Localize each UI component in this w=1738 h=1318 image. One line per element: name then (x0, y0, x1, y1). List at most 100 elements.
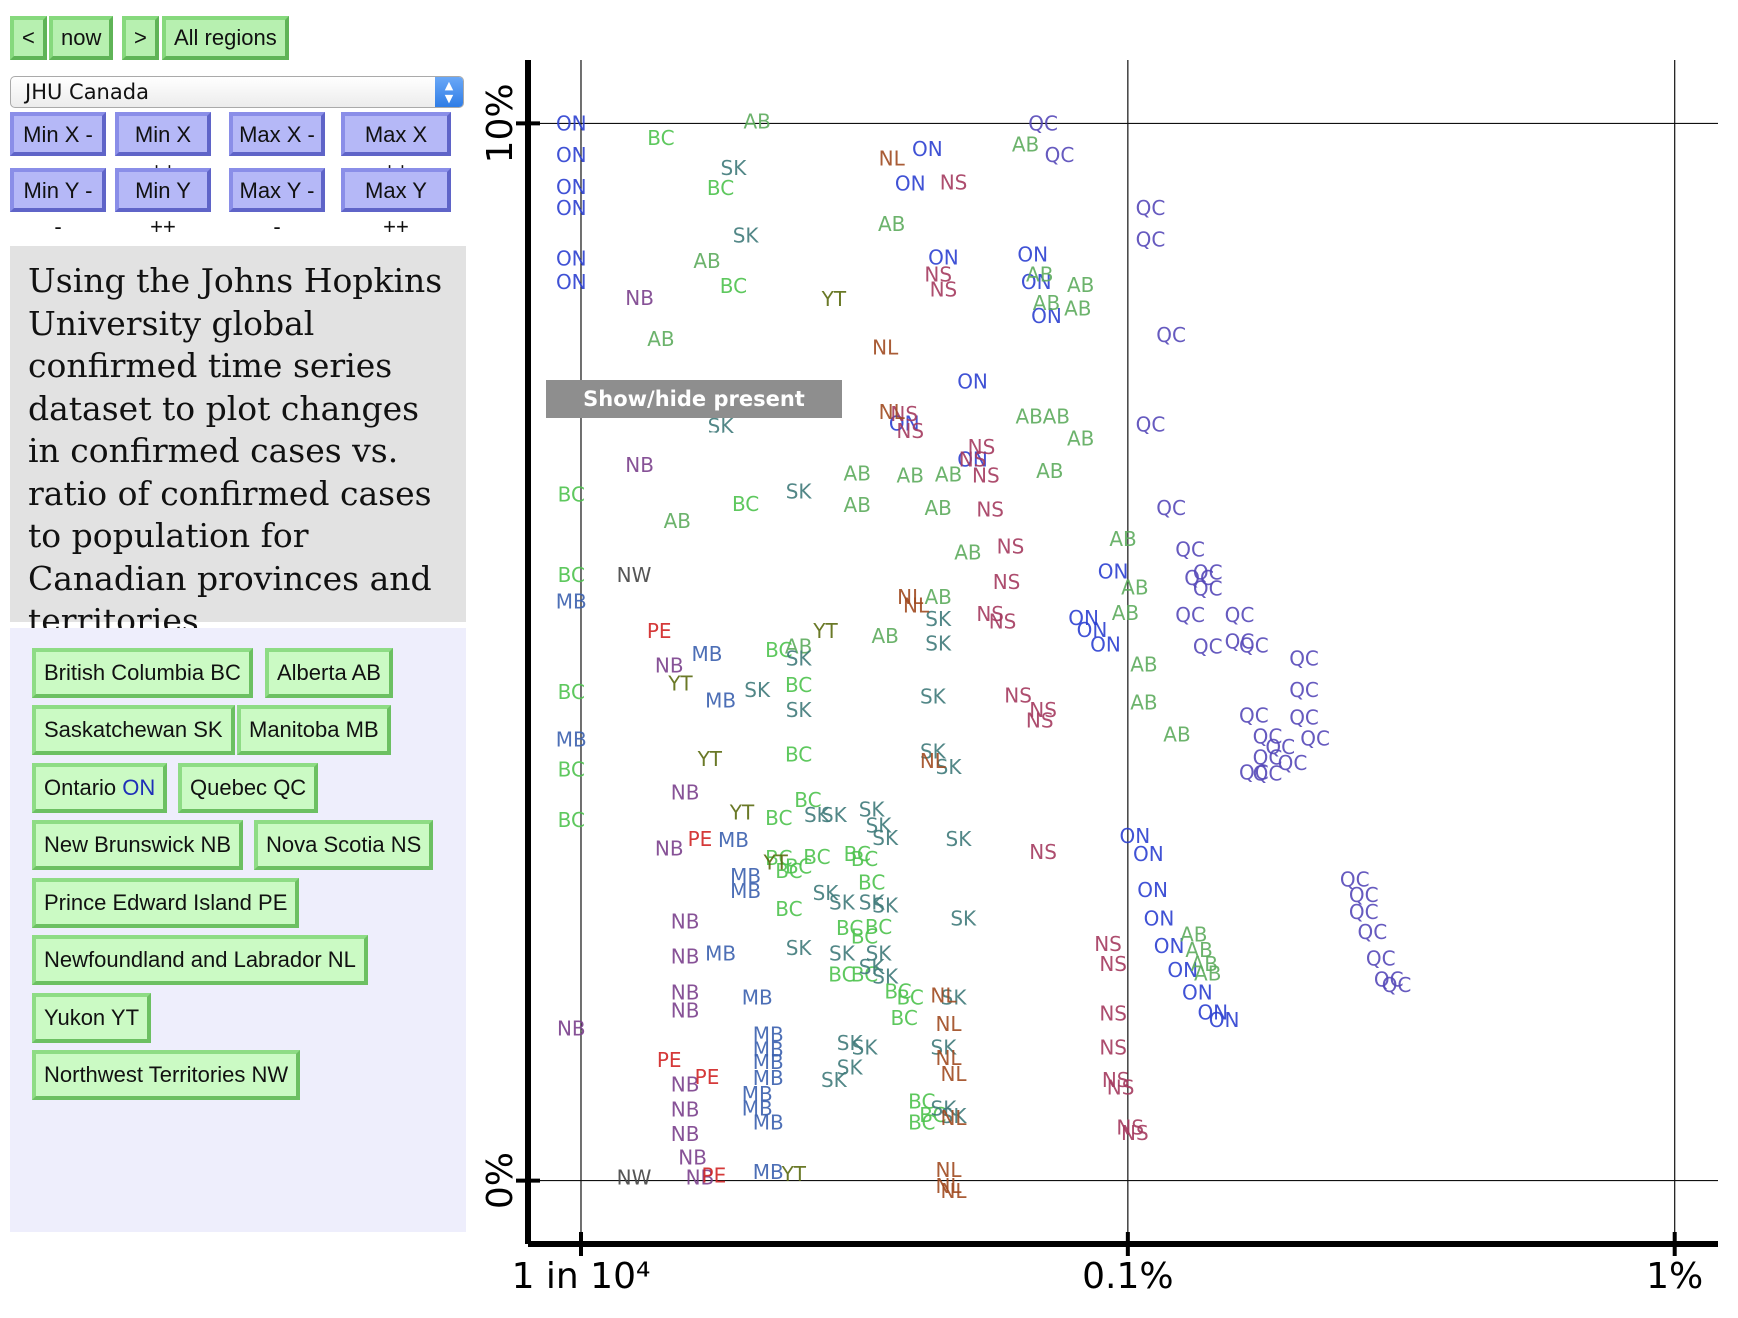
region-button-on[interactable]: Ontario ON (32, 763, 168, 813)
point-label-bc: BC (558, 563, 585, 587)
point-label-bc: BC (794, 788, 821, 812)
point-label-nb: NB (671, 910, 700, 934)
point-label-on: ON (556, 111, 587, 135)
region-button-sk[interactable]: Saskatchewan SK (32, 705, 235, 755)
point-label-nb: NB (686, 1165, 715, 1189)
point-label-ns: NS (993, 570, 1021, 594)
point-label-mb: MB (742, 1082, 773, 1106)
region-button-ab[interactable]: Alberta AB (265, 648, 393, 698)
region-button-nw[interactable]: Northwest Territories NW (32, 1050, 301, 1100)
min-y-decrease-button[interactable]: Min Y -- (10, 168, 106, 239)
region-button-yt[interactable]: Yukon YT (32, 993, 152, 1043)
point-label-yt: YT (762, 850, 788, 874)
point-label-pe: PE (647, 619, 672, 643)
prev-button[interactable]: < (10, 16, 47, 60)
point-label-sk: SK (866, 941, 893, 965)
point-label-mb: MB (705, 941, 736, 965)
point-label-on: ON (1209, 1008, 1240, 1032)
point-label-mb: MB (742, 1097, 773, 1121)
point-label-yt: YT (667, 672, 693, 696)
point-label-nb: NB (671, 980, 700, 1004)
region-button-nl[interactable]: Newfoundland and Labrador NL (32, 935, 368, 985)
point-label-bc: BC (865, 915, 892, 939)
show-hide-present-values-button[interactable]: Show/hide present values (546, 380, 842, 449)
next-button[interactable]: > (122, 16, 159, 60)
point-label-ab: AB (1067, 426, 1094, 450)
point-label-qc: QC (1239, 634, 1269, 658)
region-button-nb[interactable]: New Brunswick NB (32, 820, 244, 870)
point-label-qc: QC (1184, 566, 1214, 590)
point-label-nl: NL (935, 1046, 962, 1070)
point-label-sk: SK (829, 941, 856, 965)
point-label-qc: QC (1265, 735, 1295, 759)
max-y-decrease-button[interactable]: Max Y -- (229, 168, 325, 239)
min-y-increase-button[interactable]: Min Y ++ (115, 168, 211, 239)
point-label-on: ON (1167, 958, 1198, 982)
point-label-ab: AB (1130, 691, 1157, 715)
point-label-mb: MB (753, 1066, 784, 1090)
point-label-nl: NL (940, 1062, 967, 1086)
point-label-nw: NW (617, 563, 652, 587)
point-label-qc: QC (1175, 537, 1205, 561)
point-label-qc: QC (1193, 577, 1223, 601)
min-x-increase-button[interactable]: Min X ++ (115, 112, 211, 183)
point-label-mb: MB (742, 986, 773, 1010)
now-button[interactable]: now (49, 16, 114, 60)
point-label-on: ON (1182, 980, 1213, 1004)
point-label-mb: MB (556, 589, 587, 613)
point-label-qc: QC (1045, 143, 1075, 167)
point-label-qc: QC (1349, 883, 1379, 907)
max-x-decrease-button[interactable]: Max X -- (229, 112, 325, 183)
point-label-pe: PE (702, 1163, 727, 1187)
point-label-on: ON (1154, 934, 1185, 958)
point-label-bc: BC (775, 897, 802, 921)
point-label-qc: QC (1193, 635, 1223, 659)
point-label-mb: MB (705, 689, 736, 713)
point-label-bc: BC (851, 924, 878, 948)
point-label-qc: QC (1156, 323, 1186, 347)
point-label-sk: SK (859, 955, 886, 979)
point-label-nw: NW (617, 1165, 652, 1189)
point-label-ab: AB (878, 212, 905, 236)
point-label-bc: BC (884, 979, 911, 1003)
dataset-select[interactable]: JHU Canada ▲ ▼ (10, 76, 464, 108)
all-regions-button[interactable]: All regions (162, 16, 289, 60)
point-label-ab: AB (844, 461, 871, 485)
point-label-sk: SK (813, 881, 840, 905)
min-x-decrease-button[interactable]: Min X -- (10, 112, 106, 183)
point-label-ns: NS (1121, 1121, 1149, 1145)
region-button-mb[interactable]: Manitoba MB (237, 705, 391, 755)
point-label-qc: QC (1349, 900, 1379, 924)
point-label-pe: PE (688, 827, 713, 851)
point-label-nl: NL (935, 1158, 962, 1182)
point-label-on: ON (1120, 824, 1151, 848)
point-label-sk: SK (786, 936, 813, 960)
point-label-ns: NS (997, 534, 1025, 558)
point-label-on: ON (556, 247, 587, 271)
point-label-ab: AB (1064, 296, 1091, 320)
point-label-ab: AB (743, 109, 770, 133)
max-y-increase-button[interactable]: Max Y ++ (341, 168, 451, 239)
point-label-ab: AB (1067, 273, 1094, 297)
point-label-ns: NS (930, 277, 958, 301)
chart-axes: 1 in 10⁴ 0.1% 1% 10% 0% (480, 60, 1718, 1297)
region-button-bc[interactable]: British Columbia BC (32, 648, 253, 698)
point-label-bc: BC (851, 962, 878, 986)
region-button-pe[interactable]: Prince Edward Island PE (32, 878, 300, 928)
point-label-mb: MB (753, 1037, 784, 1061)
point-label-mb: MB (753, 1023, 784, 1047)
point-label-bc: BC (908, 1110, 935, 1134)
point-label-qc: QC (1366, 947, 1396, 971)
point-label-yt: YT (781, 1162, 807, 1186)
point-label-bc: BC (765, 806, 792, 830)
point-label-bc: BC (785, 743, 812, 767)
point-label-sk: SK (931, 1035, 958, 1059)
max-x-increase-button[interactable]: Max X ++ (341, 112, 451, 183)
point-label-sk: SK (821, 803, 848, 827)
point-label-sk: SK (837, 1031, 864, 1055)
region-button-qc[interactable]: Quebec QC (178, 763, 319, 813)
point-label-ns: NS (1029, 698, 1057, 722)
chart-grid (528, 60, 1718, 1244)
region-button-ns[interactable]: Nova Scotia NS (254, 820, 434, 870)
point-label-bc: BC (720, 274, 747, 298)
